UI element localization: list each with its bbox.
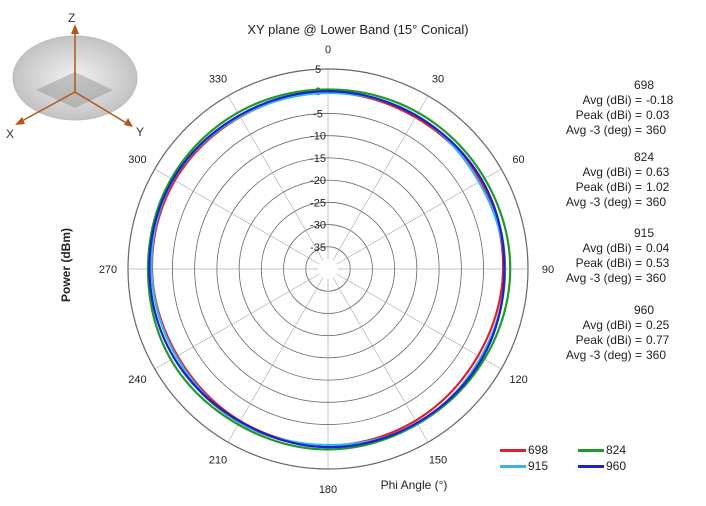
angle-tick-labels: 0 30 60 90 120 150 180 210 240 270 300 330 [99, 44, 554, 496]
series-lines [146, 88, 512, 451]
chart-title: XY plane @ Lower Band (15° Conical) [247, 22, 468, 37]
peak-label: Peak (dBi) = [575, 180, 642, 194]
avg3-value: 360 [646, 348, 667, 362]
stats-block-824: 824 Avg (dBi) = 0.63 Peak (dBi) = 1.02 Avg… [540, 150, 690, 210]
angle-tick-label: 300 [128, 154, 146, 166]
legend-label: 698 [528, 443, 549, 457]
avg-label: Avg (dBi) = [582, 318, 642, 332]
radial-tick-label: -10 [310, 131, 326, 143]
legend-label: 824 [606, 443, 627, 457]
grid-spoke [332, 277, 429, 443]
radial-tick-label: -5 [313, 108, 323, 120]
avg3-label: Avg -3 (deg) = [565, 271, 642, 285]
legend-label: 915 [528, 459, 549, 473]
legend-item-698: 698 [500, 443, 548, 457]
angle-tick-label: 240 [128, 374, 146, 386]
angle-tick-label: 150 [429, 455, 447, 467]
radial-tick-label: -30 [310, 220, 326, 232]
angle-tick-label: 60 [512, 154, 524, 166]
x-axis-title: Phi Angle (°) [381, 478, 448, 492]
x-axis-line [19, 91, 76, 123]
stats-block-960: 960 Avg (dBi) = 0.25 Peak (dBi) = 0.77 Avg… [540, 303, 690, 363]
y-axis-label: Y [136, 125, 144, 139]
stats-freq: 824 [633, 150, 655, 164]
grid-spoke [336, 168, 502, 265]
grid-spoke [227, 95, 324, 261]
radial-tick-label: -20 [310, 175, 326, 187]
angle-tick-label: 30 [432, 73, 444, 85]
avg-label: Avg (dBi) = [582, 165, 642, 179]
legend-item-824: 824 [578, 443, 626, 457]
grid-spoke [227, 277, 324, 443]
angle-tick-label: 90 [542, 264, 554, 276]
z-arrow-icon [71, 24, 79, 34]
angle-tick-label: 270 [99, 264, 117, 276]
avg-value: 0.63 [646, 165, 670, 179]
avg3-value: 360 [646, 123, 667, 137]
series-line-960 [148, 90, 506, 449]
radial-tick-label: -25 [310, 197, 326, 209]
legend-swatch [500, 448, 526, 452]
z-axis-label: Z [68, 11, 75, 25]
legend-item-915: 915 [500, 459, 548, 473]
avg-label: Avg (dBi) = [582, 241, 642, 255]
avg3-value: 360 [646, 271, 667, 285]
avg-value: 0.04 [646, 241, 670, 255]
avg-value: 0.25 [646, 318, 670, 332]
angle-tick-label: 120 [509, 374, 527, 386]
grid-spoke [336, 273, 502, 370]
radial-tick-label: -35 [310, 242, 326, 254]
peak-value: 0.77 [646, 333, 670, 347]
stats-freq: 915 [633, 226, 655, 240]
angle-tick-label: 180 [319, 484, 337, 496]
x-arrow-icon [15, 117, 25, 125]
peak-value: 1.02 [646, 180, 670, 194]
radial-tick-label: 5 [315, 64, 321, 76]
orientation-icon: Z X Y [6, 11, 144, 141]
grid-spoke [332, 95, 429, 261]
x-axis-label: X [6, 127, 14, 141]
stats-block-698: 698 Avg (dBi) = -0.18 Peak (dBi) = 0.03 Av… [540, 78, 690, 138]
grid-spoke [154, 273, 320, 370]
avg3-label: Avg -3 (deg) = [565, 195, 642, 209]
peak-label: Peak (dBi) = [575, 256, 642, 270]
avg3-label: Avg -3 (deg) = [565, 348, 642, 362]
peak-label: Peak (dBi) = [575, 108, 642, 122]
peak-value: 0.03 [646, 108, 670, 122]
grid-spoke [154, 168, 320, 265]
series-line-824 [146, 88, 512, 451]
stats-freq: 698 [633, 78, 655, 92]
avg3-label: Avg -3 (deg) = [565, 123, 642, 137]
stats-block-915: 915 Avg (dBi) = 0.04 Peak (dBi) = 0.53 Avg… [540, 226, 690, 286]
avg-label: Avg (dBi) = [582, 93, 642, 107]
y-arrow-icon [124, 118, 133, 127]
y-axis-line [74, 91, 129, 125]
peak-value: 0.53 [646, 256, 670, 270]
peak-label: Peak (dBi) = [575, 333, 642, 347]
polar-grid [127, 68, 529, 470]
stats-freq: 960 [633, 303, 655, 317]
legend-label: 960 [606, 459, 627, 473]
legend-swatch [500, 464, 526, 468]
avg3-value: 360 [646, 195, 667, 209]
angle-tick-label: 330 [209, 73, 227, 85]
avg-value: -0.18 [646, 93, 674, 107]
legend-swatch [578, 448, 604, 452]
y-axis-title: Power (dBm) [59, 228, 73, 302]
angle-tick-label: 0 [325, 44, 331, 56]
radial-tick-label: -15 [310, 153, 326, 165]
legend-swatch [578, 464, 604, 468]
legend-item-960: 960 [578, 459, 626, 473]
angle-tick-label: 210 [209, 455, 227, 467]
